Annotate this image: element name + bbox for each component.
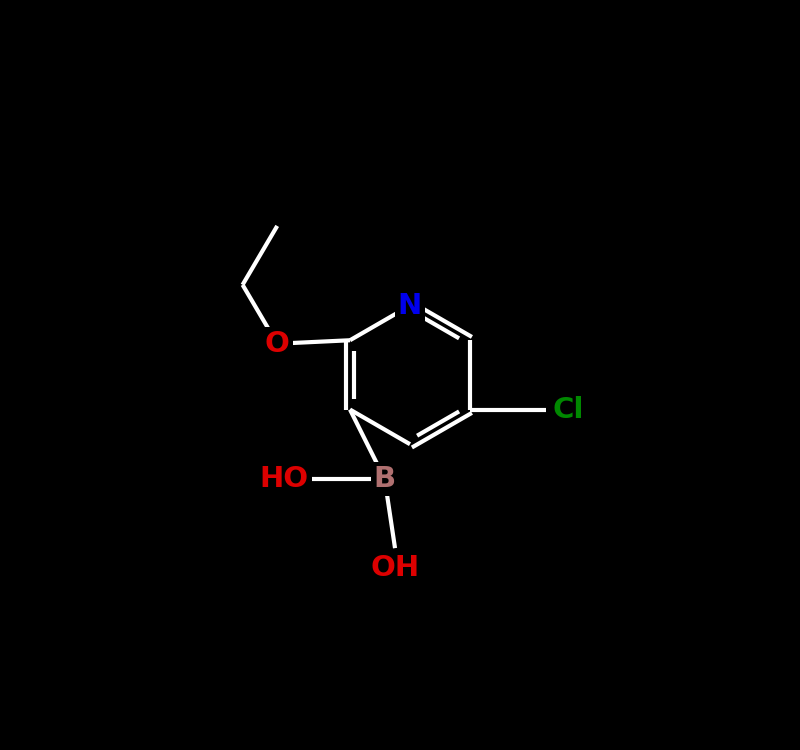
Text: B: B (374, 465, 396, 493)
Text: O: O (265, 330, 290, 358)
Text: Cl: Cl (553, 395, 584, 424)
Text: N: N (398, 292, 422, 320)
Text: OH: OH (370, 554, 419, 582)
Text: HO: HO (259, 465, 308, 493)
